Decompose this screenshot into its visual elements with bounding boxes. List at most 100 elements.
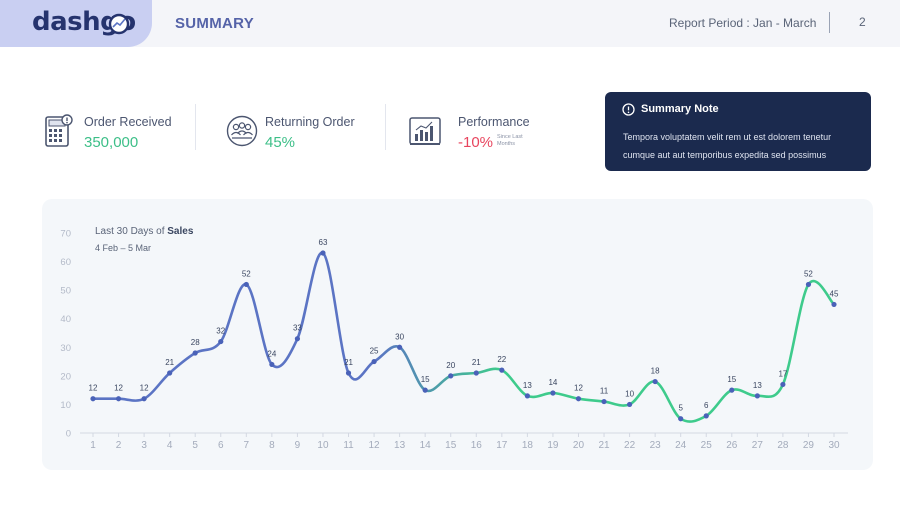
y-tick-label: 70 [60,229,71,240]
report-period: Report Period : Jan - March [669,16,817,30]
data-point [703,413,709,419]
data-label: 11 [600,387,609,396]
data-label: 28 [191,338,200,347]
bar-chart-icon [409,117,441,145]
data-label: 12 [89,384,98,393]
data-point [780,381,786,388]
x-tick-label: 15 [445,440,457,451]
chart-title-prefix: Last 30 Days of [95,226,168,237]
data-point [473,370,479,376]
data-label: 45 [830,289,839,298]
x-tick-label: 5 [192,440,198,451]
data-point [626,401,633,408]
data-point [575,396,582,402]
sales-chart-card [42,199,873,470]
data-point [397,344,403,350]
x-tick-label: 4 [167,440,173,451]
chart-title-emphasis: Sales [167,226,194,237]
calculator-icon [45,114,73,147]
x-tick-label: 19 [547,440,559,451]
x-tick-label: 22 [624,440,636,451]
data-point [805,281,812,288]
data-label: 30 [395,332,404,341]
data-point [218,338,224,345]
kpi-label: Order Received [84,115,172,129]
x-tick-label: 1 [90,440,96,451]
data-label: 5 [678,404,683,413]
x-tick-label: 6 [218,440,224,451]
x-tick-label: 24 [675,440,687,451]
x-tick-label: 17 [496,440,508,451]
data-point [448,373,454,379]
x-tick-label: 21 [598,440,610,451]
kpi-label: Performance [458,115,530,129]
data-label: 22 [497,355,506,364]
data-point [524,393,530,399]
data-label: 12 [114,384,123,393]
info-icon [622,103,635,116]
x-tick-label: 7 [244,440,250,451]
brand-logo-icon [108,13,130,35]
data-label: 13 [753,381,762,390]
summary-note-title: Summary Note [641,103,719,115]
kpi-order-received: Order Received 350,000 [45,108,195,158]
y-tick-label: 60 [60,257,71,268]
data-point [243,281,249,288]
x-tick-label: 11 [343,440,354,451]
kpi-returning-order: Returning Order 45% [226,108,376,158]
x-tick-label: 14 [420,440,432,451]
kpi-value: 45% [265,134,296,151]
data-label: 13 [523,381,532,390]
data-point [115,396,122,402]
data-point [652,378,658,385]
x-tick-label: 9 [295,440,301,451]
x-tick-label: 20 [573,440,585,451]
x-tick-label: 25 [701,440,713,451]
data-label: 32 [216,327,225,336]
data-point [371,358,377,365]
data-point [550,390,556,396]
data-point [192,350,198,356]
brand-panel: dashgo [0,0,152,47]
x-tick-label: 27 [752,440,764,451]
data-point [269,361,275,368]
x-tick-label: 8 [269,440,275,451]
page-number: 2 [859,15,866,29]
data-point [167,370,173,376]
data-label: 63 [319,238,328,247]
x-tick-label: 26 [726,440,738,451]
y-tick-label: 30 [60,343,71,354]
header-bar: dashgo SUMMARY Report Period : Jan - Mar… [0,0,900,47]
data-label: 10 [625,389,634,398]
data-label: 17 [778,369,787,378]
data-label: 12 [574,384,583,393]
data-label: 21 [165,358,174,367]
header-divider [829,12,830,33]
data-point [499,367,505,373]
data-label: 25 [370,347,379,356]
x-tick-label: 2 [116,440,122,451]
y-tick-label: 0 [66,429,71,440]
data-point [90,396,96,402]
x-tick-label: 12 [369,440,381,451]
data-label: 20 [446,361,455,370]
x-tick-label: 29 [803,440,815,451]
kpi-comparison-note: Since Last Months [497,134,523,147]
data-label: 52 [804,269,813,278]
kpi-value: -10% [458,134,494,151]
data-point [345,370,352,376]
data-label: 21 [472,358,481,367]
data-point [422,387,428,393]
data-label: 14 [548,378,557,387]
y-tick-label: 10 [60,400,71,411]
x-tick-label: 13 [394,440,406,451]
data-label: 15 [421,375,430,384]
summary-note-card: Summary Note Tempora voluptatem velit re… [605,92,871,171]
kpi-divider [385,104,386,150]
x-tick-label: 10 [317,440,329,451]
x-tick-label: 18 [522,440,534,451]
page-title: SUMMARY [175,15,255,32]
data-label: 33 [293,324,302,333]
data-point [831,301,837,308]
